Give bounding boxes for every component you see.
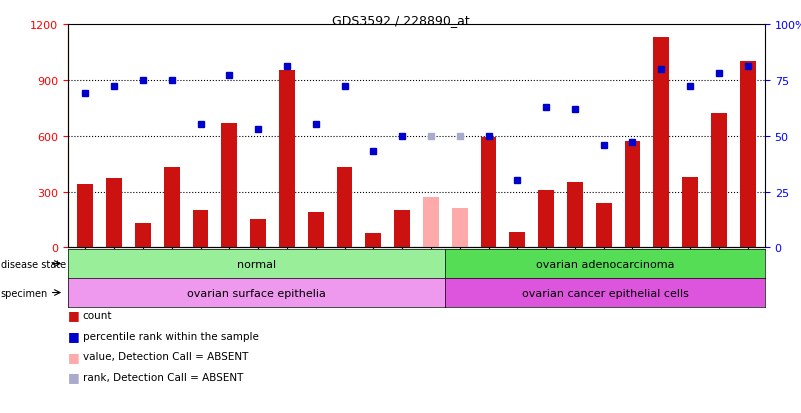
Text: count: count <box>83 310 112 320</box>
Text: normal: normal <box>237 259 276 269</box>
Bar <box>509 233 525 248</box>
Bar <box>481 138 497 248</box>
Bar <box>365 234 381 248</box>
Bar <box>682 177 698 248</box>
Text: ■: ■ <box>68 350 80 363</box>
Bar <box>164 168 179 248</box>
Bar <box>740 62 755 248</box>
Bar <box>452 209 468 248</box>
Bar <box>336 168 352 248</box>
Bar <box>279 71 295 248</box>
Bar <box>135 224 151 248</box>
Bar <box>394 211 410 248</box>
Text: specimen: specimen <box>1 288 48 298</box>
Text: ■: ■ <box>68 370 80 384</box>
Bar <box>567 183 583 248</box>
Text: disease state: disease state <box>1 259 66 269</box>
Bar <box>625 142 641 248</box>
Bar <box>107 179 122 248</box>
Text: GDS3592 / 228890_at: GDS3592 / 228890_at <box>332 14 469 27</box>
Bar <box>538 190 554 248</box>
Text: rank, Detection Call = ABSENT: rank, Detection Call = ABSENT <box>83 372 243 382</box>
Bar <box>654 38 669 248</box>
Bar <box>711 114 727 248</box>
Bar <box>250 220 266 248</box>
Text: ovarian surface epithelia: ovarian surface epithelia <box>187 288 326 298</box>
Text: value, Detection Call = ABSENT: value, Detection Call = ABSENT <box>83 351 248 361</box>
Bar <box>192 211 208 248</box>
Bar <box>221 123 237 248</box>
Text: ovarian cancer epithelial cells: ovarian cancer epithelial cells <box>521 288 689 298</box>
Text: ovarian adenocarcinoma: ovarian adenocarcinoma <box>536 259 674 269</box>
Bar <box>78 185 93 248</box>
Text: percentile rank within the sample: percentile rank within the sample <box>83 331 259 341</box>
Bar <box>423 197 439 248</box>
Bar <box>308 212 324 248</box>
Text: ■: ■ <box>68 309 80 322</box>
Text: ■: ■ <box>68 329 80 342</box>
Bar <box>596 203 612 248</box>
